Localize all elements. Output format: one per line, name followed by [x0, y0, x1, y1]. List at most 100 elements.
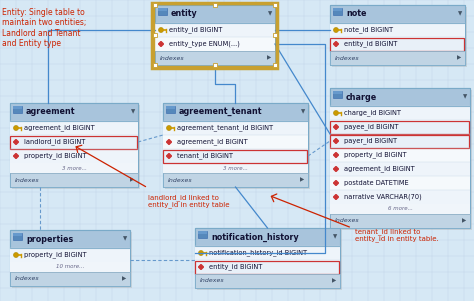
Bar [198, 231, 207, 234]
Bar [12, 232, 132, 288]
Text: property_id BIGINT: property_id BIGINT [24, 153, 87, 159]
Text: Entity: Single table to
maintain two entities;
Landlord and Tenant
and Entity ty: Entity: Single table to maintain two ent… [2, 8, 86, 48]
Text: charge: charge [346, 92, 377, 101]
Circle shape [13, 126, 18, 131]
Bar [166, 106, 175, 109]
Polygon shape [334, 166, 338, 172]
Text: notification_history: notification_history [211, 232, 299, 242]
Bar [195, 260, 339, 274]
Bar [163, 121, 308, 135]
Bar [330, 190, 470, 204]
Polygon shape [166, 139, 172, 144]
Bar [330, 5, 465, 65]
Bar [165, 105, 310, 189]
Bar [10, 135, 138, 149]
Text: ▶: ▶ [457, 55, 461, 61]
Bar [10, 248, 130, 262]
Text: Indexes: Indexes [15, 277, 40, 281]
Text: note: note [346, 10, 366, 18]
Polygon shape [166, 154, 172, 159]
Polygon shape [334, 42, 338, 46]
Polygon shape [334, 125, 338, 129]
Text: note_id BIGINT: note_id BIGINT [344, 26, 393, 33]
Bar [330, 134, 470, 148]
Text: ▶: ▶ [462, 219, 466, 224]
Bar [155, 23, 275, 37]
Polygon shape [334, 194, 338, 200]
Text: properties: properties [26, 234, 73, 244]
Text: Indexes: Indexes [160, 55, 185, 61]
Text: agreement_id BIGINT: agreement_id BIGINT [177, 139, 248, 145]
Text: 3 more...: 3 more... [223, 166, 248, 170]
Bar [153, 2, 277, 67]
Text: notification_history_id BIGINT: notification_history_id BIGINT [209, 250, 307, 256]
Bar [195, 228, 340, 246]
Circle shape [334, 27, 338, 33]
Bar [10, 262, 130, 272]
Text: agreement_tenant_id BIGINT: agreement_tenant_id BIGINT [177, 125, 273, 131]
Text: postdate DATETIME: postdate DATETIME [344, 180, 409, 186]
Circle shape [199, 250, 203, 256]
Bar [333, 91, 342, 94]
Text: ▼: ▼ [123, 237, 127, 241]
Bar [333, 8, 342, 15]
Bar [330, 88, 470, 106]
Polygon shape [334, 181, 338, 185]
Bar [163, 149, 308, 163]
Bar [332, 90, 472, 230]
Text: payer_id BIGINT: payer_id BIGINT [344, 138, 397, 144]
Bar [153, 63, 157, 67]
Text: 3 more...: 3 more... [62, 166, 86, 170]
Text: 10 more...: 10 more... [56, 265, 84, 269]
Bar [155, 5, 275, 65]
Text: property_id BIGINT: property_id BIGINT [24, 252, 87, 258]
Bar [163, 103, 308, 187]
Bar [10, 272, 130, 286]
Text: agreement: agreement [26, 107, 75, 116]
Bar [163, 135, 308, 149]
Text: ▼: ▼ [131, 110, 135, 114]
Bar [155, 51, 275, 65]
Text: tenant_id BIGINT: tenant_id BIGINT [177, 153, 233, 159]
Bar [163, 103, 308, 121]
Text: ▼: ▼ [301, 110, 305, 114]
Bar [333, 8, 342, 11]
Bar [332, 7, 467, 67]
Bar [10, 121, 138, 135]
Bar [195, 228, 340, 288]
Text: ▼: ▼ [463, 95, 467, 100]
Bar [153, 33, 157, 37]
Bar [13, 106, 22, 109]
Bar [10, 163, 138, 173]
Bar [330, 204, 470, 214]
Bar [10, 230, 130, 286]
Bar [155, 5, 275, 23]
Text: 6 more...: 6 more... [388, 206, 412, 212]
Bar [273, 63, 277, 67]
Bar [198, 231, 207, 238]
Bar [213, 63, 217, 67]
Text: ▼: ▼ [458, 11, 462, 17]
Polygon shape [13, 154, 18, 159]
Text: ▶: ▶ [332, 278, 336, 284]
Bar [273, 3, 277, 7]
Polygon shape [334, 138, 338, 144]
Text: Indexes: Indexes [335, 55, 360, 61]
Bar [164, 150, 308, 163]
Bar [166, 106, 175, 113]
Text: narrative VARCHAR(70): narrative VARCHAR(70) [344, 194, 422, 200]
Bar [13, 233, 22, 236]
Text: ▶: ▶ [267, 55, 271, 61]
Text: ▶: ▶ [122, 277, 126, 281]
Bar [330, 37, 465, 51]
Text: Indexes: Indexes [335, 219, 360, 224]
Text: ▶: ▶ [300, 178, 304, 182]
Bar [10, 230, 130, 248]
Text: entity_id BIGINT: entity_id BIGINT [344, 41, 397, 47]
Text: entity: entity [171, 10, 198, 18]
Bar [330, 214, 470, 228]
Text: entity_id BIGINT: entity_id BIGINT [169, 26, 222, 33]
Text: entity_type ENUM(...): entity_type ENUM(...) [169, 41, 240, 47]
Bar [330, 106, 470, 120]
Bar [10, 149, 138, 163]
